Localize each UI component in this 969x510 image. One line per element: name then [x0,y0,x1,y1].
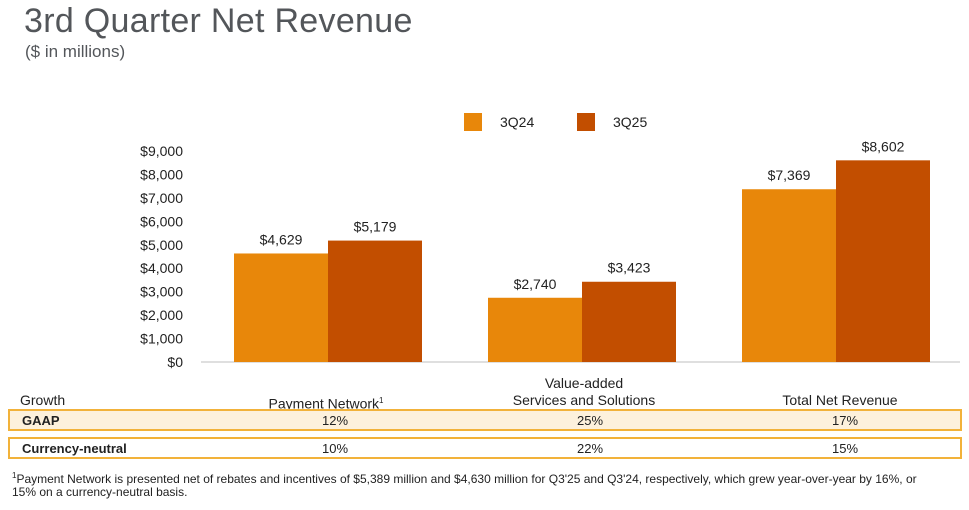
data-label: $7,369 [768,167,811,183]
bar-3q25-0 [328,240,422,362]
legend-label-3q24: 3Q24 [500,114,535,130]
growth-row-currency-neutral: Currency-neutral 10% 22% 15% [8,437,962,459]
y-tick-label: $1,000 [140,331,183,347]
growth-cell: 15% [831,441,859,456]
category-label-payment-network-text: Payment Network [268,395,380,412]
growth-row-gaap: GAAP 12% 25% 17% [8,409,962,431]
bar-3q24-1 [488,297,582,362]
y-tick-label: $2,000 [140,307,183,323]
data-label: $5,179 [354,219,397,235]
category-label-total: Total Net Revenue [782,392,898,408]
y-tick-label: $5,000 [140,237,183,253]
y-tick-label: $8,000 [140,166,183,182]
growth-header: Growth [20,392,66,408]
category-label-vas: Value-added Services and Solutions [474,375,694,409]
footnote-ref: 1 [379,396,384,405]
y-tick-label: $6,000 [140,213,183,229]
bar-3q25-1 [582,281,676,362]
category-label-vas-line1: Value-added [544,375,624,391]
growth-cell: 12% [321,413,349,428]
y-tick-label: $4,000 [140,260,183,276]
bar-3q24-0 [234,253,328,362]
y-tick-label: $0 [167,354,183,370]
legend-swatch-3q24 [464,113,482,131]
legend-label-3q25: 3Q25 [613,114,648,130]
y-tick-label: $9,000 [140,143,183,159]
legend-item-3q25: 3Q25 [577,113,647,131]
data-label: $3,423 [608,260,651,276]
growth-cell: 10% [321,441,349,456]
bar-3q25-2 [836,160,930,362]
y-tick-label: $3,000 [140,284,183,300]
data-label: $4,629 [260,231,303,247]
page-title: 3rd Quarter Net Revenue [24,2,413,40]
y-tick-label: $7,000 [140,190,183,206]
legend-item-3q24: 3Q24 [464,113,534,131]
growth-row-label: Currency-neutral [22,441,127,456]
category-label-vas-line2: Services and Solutions [512,392,656,408]
growth-row-label: GAAP [22,413,60,428]
growth-cell: 25% [576,413,604,428]
growth-cell: 22% [576,441,604,456]
footnote: 1Payment Network is presented net of reb… [12,469,942,499]
footnote-text: Payment Network is presented net of reba… [12,472,917,499]
category-label-payment-network: Payment Network1 [216,392,436,413]
footnote-marker: 1 [12,471,17,480]
growth-cell: 17% [831,413,859,428]
bar-3q24-2 [742,189,836,362]
page-subtitle: ($ in millions) [25,42,126,61]
legend-swatch-3q25 [577,113,595,131]
data-label: $2,740 [514,276,557,292]
data-label: $8,602 [862,138,905,154]
bar-chart: $0 $1,000 $2,000 $3,000 $4,000 $5,000 $6,000 $7… [140,138,960,370]
